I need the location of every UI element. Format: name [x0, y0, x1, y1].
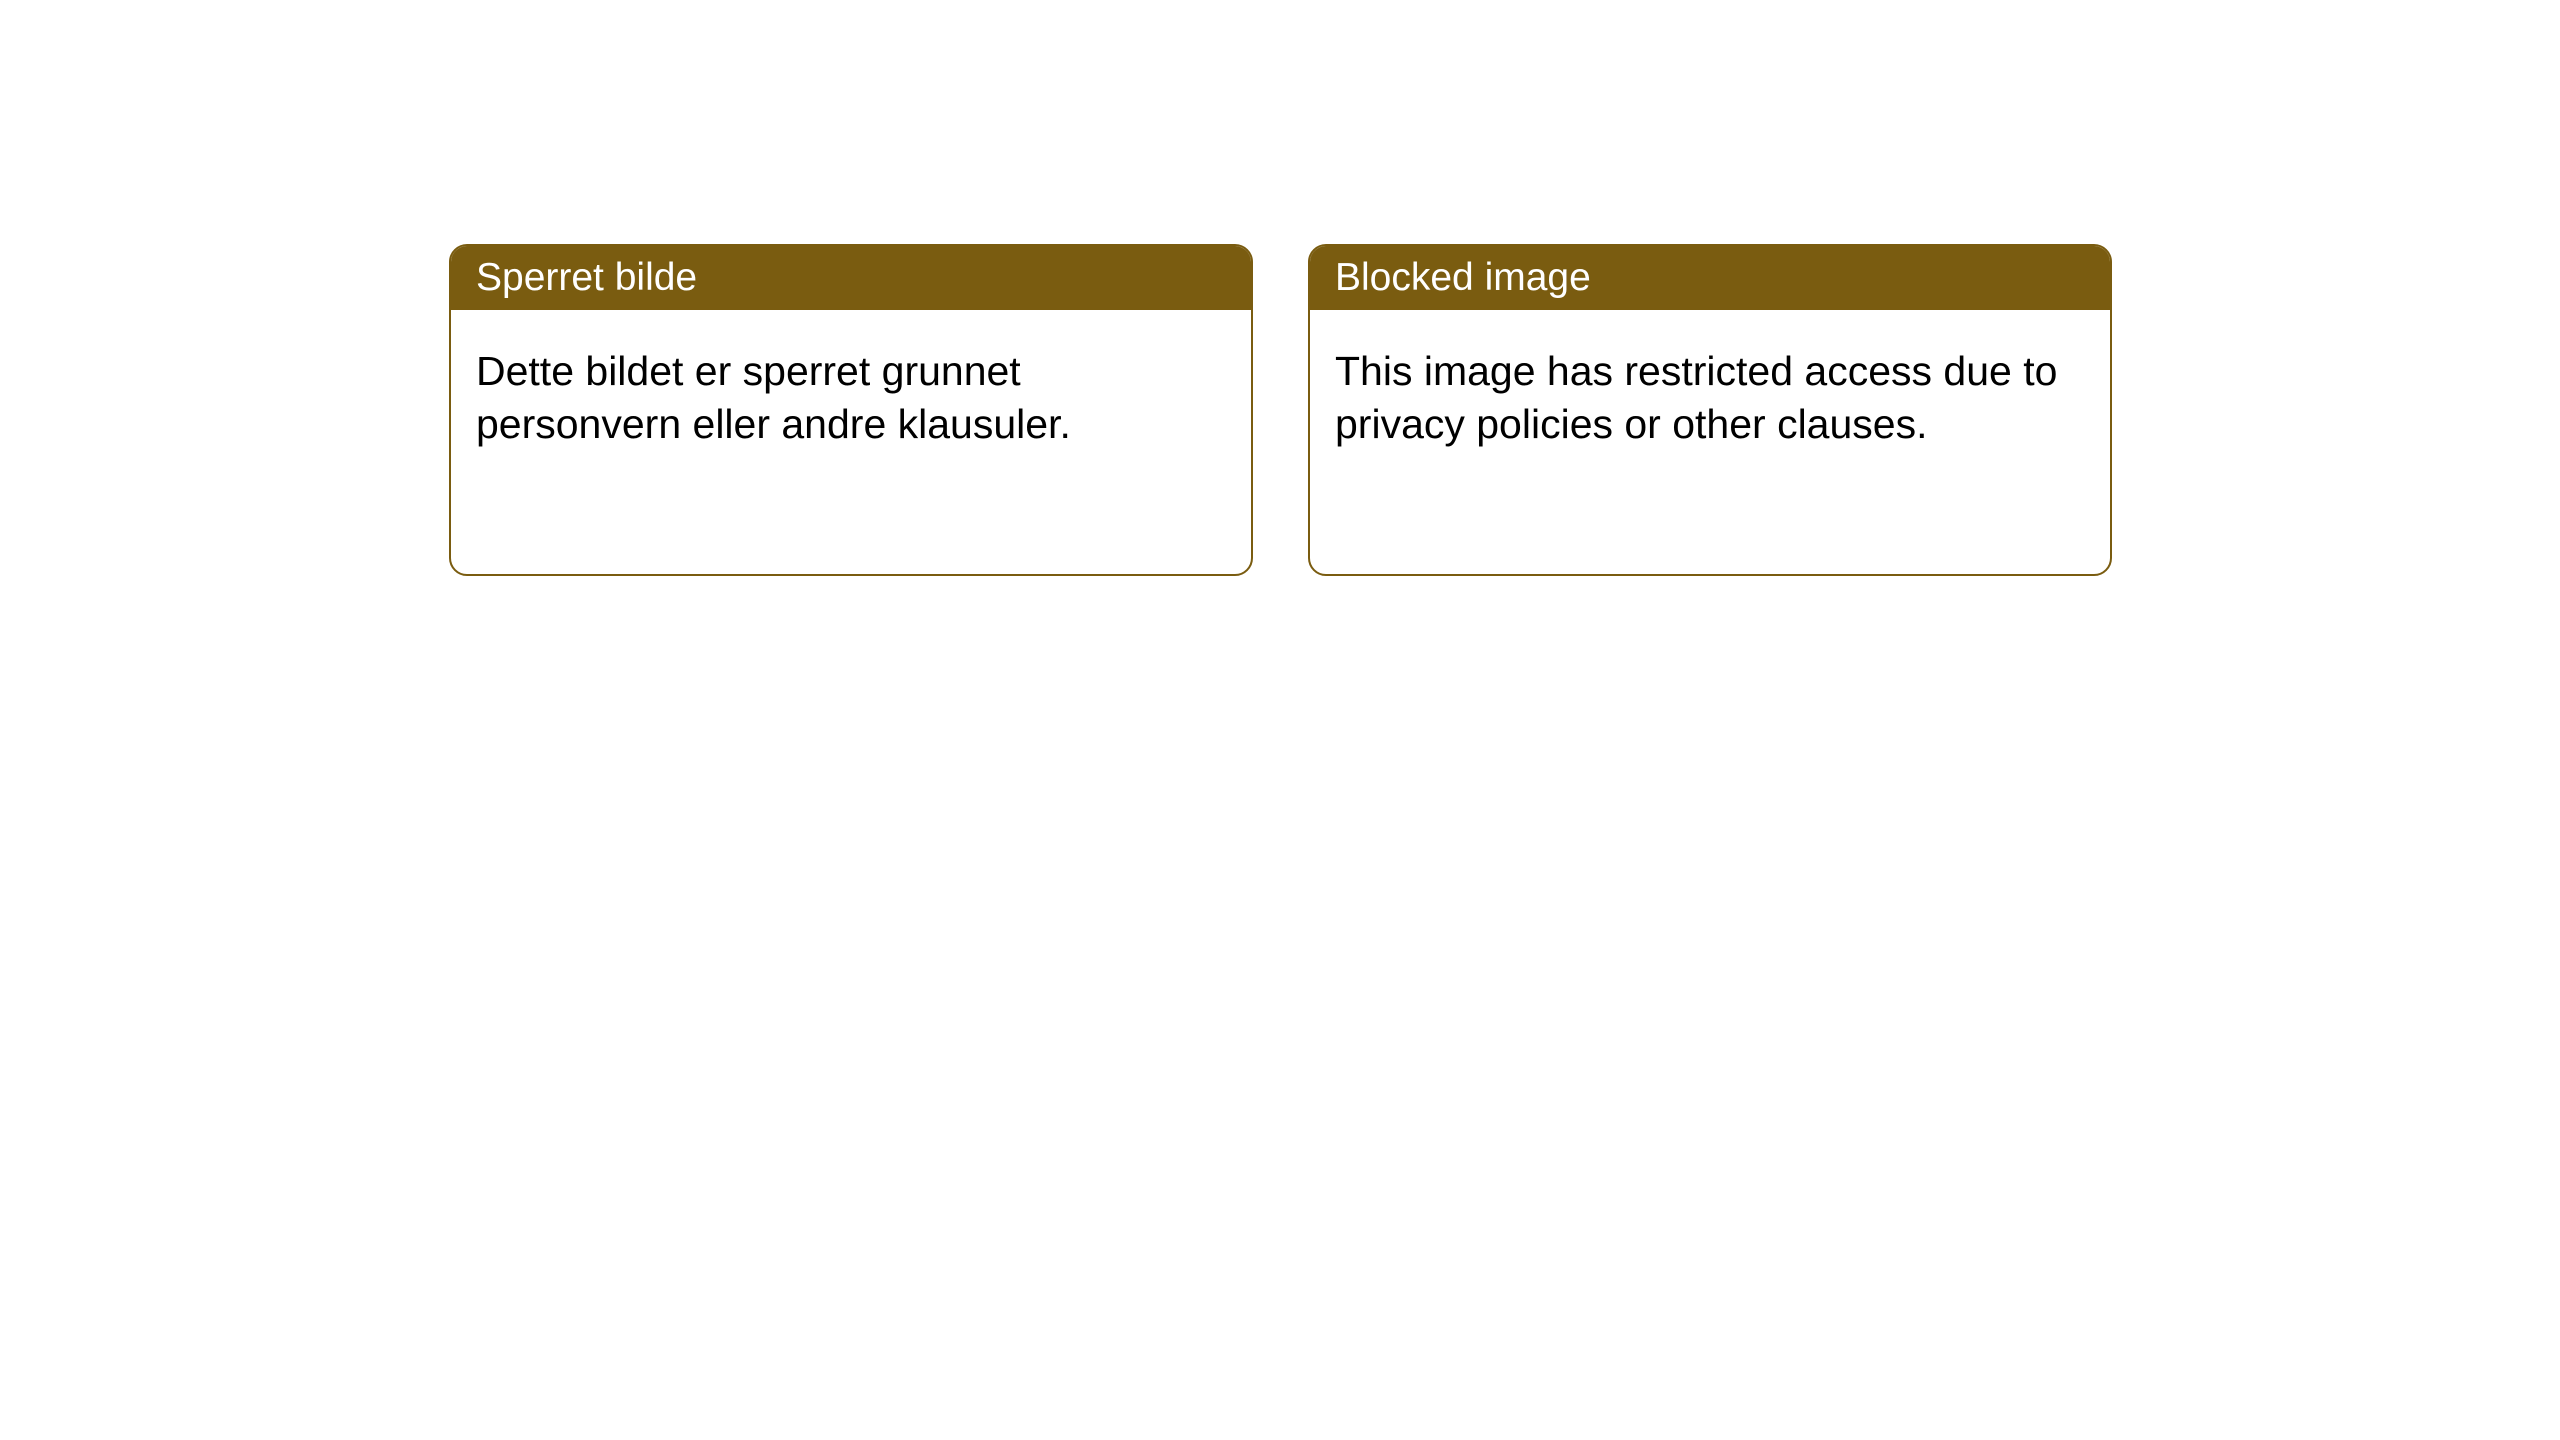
card-title: Blocked image	[1335, 256, 1591, 299]
card-body: This image has restricted access due to …	[1310, 310, 2110, 487]
card-message: This image has restricted access due to …	[1335, 348, 2057, 447]
card-header: Sperret bilde	[451, 246, 1251, 310]
card-body: Dette bildet er sperret grunnet personve…	[451, 310, 1251, 487]
card-message: Dette bildet er sperret grunnet personve…	[476, 348, 1071, 447]
card-title: Sperret bilde	[476, 256, 697, 299]
notice-card-english: Blocked image This image has restricted …	[1308, 244, 2112, 576]
notice-card-norwegian: Sperret bilde Dette bildet er sperret gr…	[449, 244, 1253, 576]
card-header: Blocked image	[1310, 246, 2110, 310]
notice-cards-container: Sperret bilde Dette bildet er sperret gr…	[449, 244, 2112, 576]
